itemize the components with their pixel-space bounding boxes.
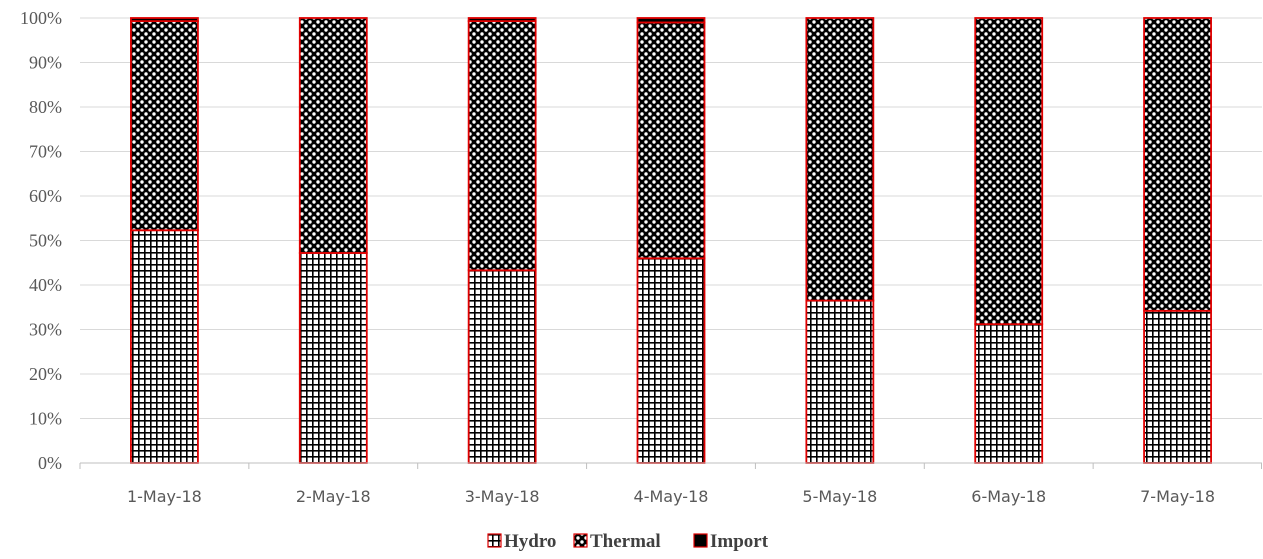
bar-segment-hydro [130,229,199,464]
legend-swatch [573,533,588,548]
y-tick-label: 40% [29,275,62,295]
x-tick-label: 7-May-18 [1140,487,1215,506]
x-tick-label: 3-May-18 [465,487,540,506]
x-axis: 1-May-18 2-May-18 3-May-18 4-May-18 5-May-18… [79,462,1262,506]
bar-segment-thermal [974,17,1044,326]
bar-segment-thermal [298,17,368,254]
y-axis-ticks: 0% 10% 20% 30% 40% 50% 60% 70% 80% 90% 100% [20,8,62,473]
y-tick-label: 10% [29,409,62,429]
legend-label: Hydro [504,531,556,552]
bar-segment-import [467,17,537,23]
bar-segment-hydro [298,252,368,464]
y-tick-label: 100% [20,8,62,28]
legend-swatch [487,533,502,548]
bar-segment-hydro [636,257,706,464]
legend-swatch [693,533,708,548]
bar-segment-thermal [467,20,537,272]
bar-segment-thermal [636,21,706,260]
bar-segment-hydro [974,323,1044,464]
legend-item-hydro: Hydro [487,531,556,552]
y-tick-label: 70% [29,142,62,162]
legend: Hydro Thermal Import [487,531,769,552]
y-tick-label: 20% [29,364,62,384]
bar-segment-thermal [130,20,199,232]
legend-item-thermal: Thermal [573,531,661,552]
x-tick-label: 4-May-18 [634,487,709,506]
x-tick-label: 1-May-18 [127,487,202,506]
y-tick-label: 50% [29,231,62,251]
legend-label: Import [710,531,769,552]
y-tick-label: 30% [29,320,62,340]
x-tick-label: 6-May-18 [971,487,1046,506]
bars [130,17,1212,464]
bar-segment-hydro [1143,309,1212,464]
bar-segment-import [130,17,199,23]
x-tick-label: 5-May-18 [802,487,877,506]
bar-segment-thermal [805,17,875,302]
y-tick-label: 80% [29,97,62,117]
legend-label: Thermal [590,531,661,552]
legend-item-import: Import [693,531,769,552]
bar-segment-import [636,17,706,24]
bar-segment-hydro [467,269,537,464]
y-tick-label: 0% [38,453,62,473]
x-tick-label: 2-May-18 [296,487,371,506]
y-tick-label: 90% [29,53,62,73]
bar-segment-hydro [805,299,875,464]
bar-segment-thermal [1143,17,1212,312]
y-tick-label: 60% [29,186,62,206]
